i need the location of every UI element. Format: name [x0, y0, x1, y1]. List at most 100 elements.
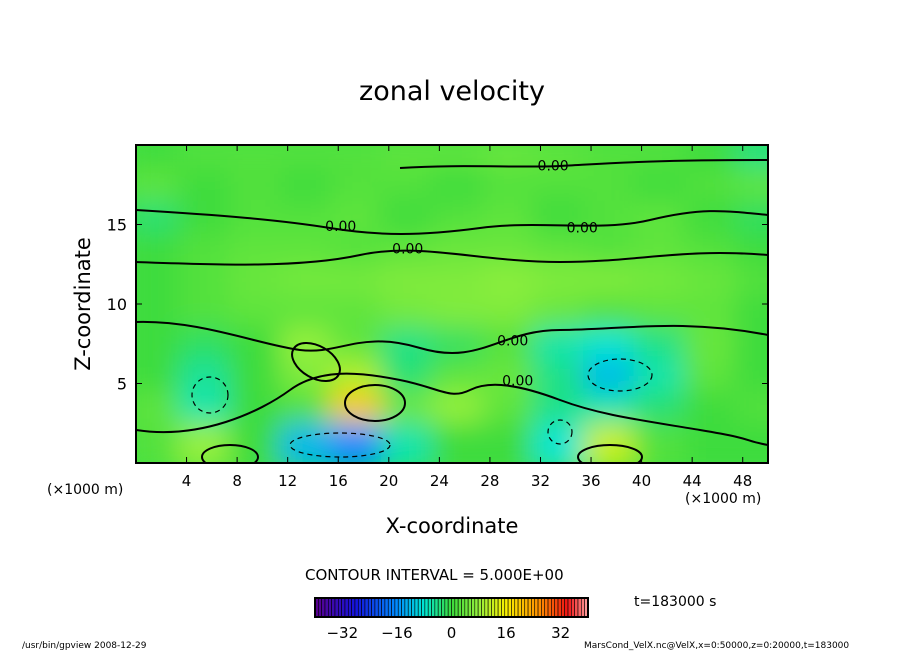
- negative-contours: [191, 358, 653, 458]
- time-label: t=183000 s: [634, 594, 717, 610]
- colorbar-segment: [401, 597, 406, 618]
- colorbar-segment: [338, 597, 342, 618]
- contour-lines: [136, 159, 768, 463]
- x-tick-label: 28: [480, 472, 499, 490]
- x-tick-label: 40: [632, 472, 651, 490]
- contour-label: 0.00: [325, 219, 356, 235]
- chart-title: zonal velocity: [359, 76, 545, 107]
- contour-closed: [344, 384, 406, 422]
- x-tick-label: 4: [182, 472, 192, 490]
- y-tick-label: 5: [117, 375, 127, 394]
- colorbar-segment: [467, 597, 472, 618]
- colorbar-tick-label: −16: [381, 624, 413, 642]
- colorbar-tick-label: 16: [497, 624, 516, 642]
- colorbar-segment: [474, 597, 479, 618]
- contour-zero-line: [136, 249, 768, 266]
- colorbar-segment: [377, 597, 382, 618]
- contour-zero-line: [136, 372, 768, 446]
- footer-right: MarsCond_VelX.nc@VelX,x=0:50000,z=0:2000…: [584, 641, 850, 651]
- colorbar-segment: [544, 597, 549, 618]
- colorbar-segment: [394, 597, 399, 618]
- colorbar-segment: [431, 597, 436, 618]
- colorbar-segment: [344, 597, 349, 618]
- x-tick-label: 48: [733, 472, 752, 490]
- x-tick-label: 24: [430, 472, 449, 490]
- colorbar-segment: [367, 597, 372, 618]
- colorbar-segment: [557, 597, 562, 618]
- colorbar-segment: [351, 597, 356, 618]
- contour-closed: [291, 342, 341, 382]
- colorbar-segment: [447, 597, 452, 618]
- colorbar-segment: [574, 597, 579, 618]
- colorbar-segment: [411, 597, 416, 618]
- x-axis-label: X-coordinate: [385, 514, 519, 538]
- colorbar-segment: [504, 597, 509, 618]
- contour-negative: [191, 376, 229, 414]
- colorbar-segment: [481, 597, 486, 618]
- y-tick-label: 15: [107, 216, 127, 235]
- colorbar-segment: [577, 597, 582, 618]
- colorbar-segment: [341, 597, 346, 618]
- contour-zero-line: [136, 209, 768, 235]
- colorbar-tick-label: −32: [326, 624, 358, 642]
- colorbar-segment: [487, 597, 492, 618]
- contour-label: 0.00: [502, 373, 533, 389]
- contour-interval-label: CONTOUR INTERVAL = 5.000E+00: [305, 566, 564, 584]
- colorbar-segment: [424, 597, 429, 618]
- colorbar-segment: [501, 597, 506, 618]
- colorbar-segment: [497, 597, 502, 618]
- colorbar-segment: [318, 597, 322, 618]
- colorbar-segment: [441, 597, 446, 618]
- colorbar-segment: [437, 597, 442, 618]
- contour-zero-line: [136, 320, 768, 354]
- colorbar-segment: [491, 597, 496, 618]
- colorbar-segment: [444, 597, 449, 618]
- colorbar-segment: [404, 597, 409, 618]
- contour-negative: [547, 419, 573, 445]
- colorbar-segment: [427, 597, 432, 618]
- colorbar-segment: [434, 597, 439, 618]
- y-tick-label: 10: [107, 295, 127, 314]
- x-tick-label: 12: [278, 472, 297, 490]
- colorbar-segment: [464, 597, 469, 618]
- x-unit-label-right: (×1000 m): [685, 491, 762, 507]
- colorbar-segment: [451, 597, 456, 618]
- colorbar-segment: [521, 597, 526, 618]
- contour-labels: 0.00 0.00 0.00 0.00 0.00 0.00: [325, 159, 598, 390]
- x-tick-label: 44: [683, 472, 702, 490]
- colorbar-segment: [391, 597, 396, 618]
- colorbar-segment: [531, 597, 536, 618]
- colorbar-segment: [567, 597, 572, 618]
- x-tick-label: 20: [379, 472, 398, 490]
- colorbar-segment: [384, 597, 389, 618]
- colorbar: −32 −16 0 16 32: [314, 597, 589, 642]
- colorbar-segment: [527, 597, 532, 618]
- colorbar-segment: [524, 597, 529, 618]
- colorbar-segment: [554, 597, 559, 618]
- x-unit-label-left: (×1000 m): [47, 482, 124, 498]
- colorbar-segment: [477, 597, 482, 618]
- colorbar-segment: [387, 597, 392, 618]
- colorbar-tick-label: 32: [551, 624, 570, 642]
- colorbar-segment: [371, 597, 376, 618]
- contour-negative: [587, 358, 653, 392]
- colorbar-segment: [421, 597, 426, 618]
- colorbar-segment: [354, 597, 359, 618]
- colorbar-segment: [547, 597, 552, 618]
- colorbar-segment: [364, 597, 369, 618]
- colorbar-frame: [314, 597, 589, 618]
- colorbar-segment: [471, 597, 476, 618]
- x-tick-label: 36: [581, 472, 600, 490]
- colorbar-segment: [561, 597, 565, 618]
- y-axis: 5 10 15: [107, 216, 768, 394]
- colorbar-segment: [331, 597, 336, 618]
- contour-zero-line: [399, 159, 768, 169]
- colorbar-segment: [381, 597, 386, 618]
- colorbar-segment: [397, 597, 402, 618]
- contour-label: 0.00: [567, 221, 598, 237]
- colorbar-segment: [511, 597, 516, 618]
- colorbar-segment: [517, 597, 522, 618]
- colorbar-segment: [457, 597, 462, 618]
